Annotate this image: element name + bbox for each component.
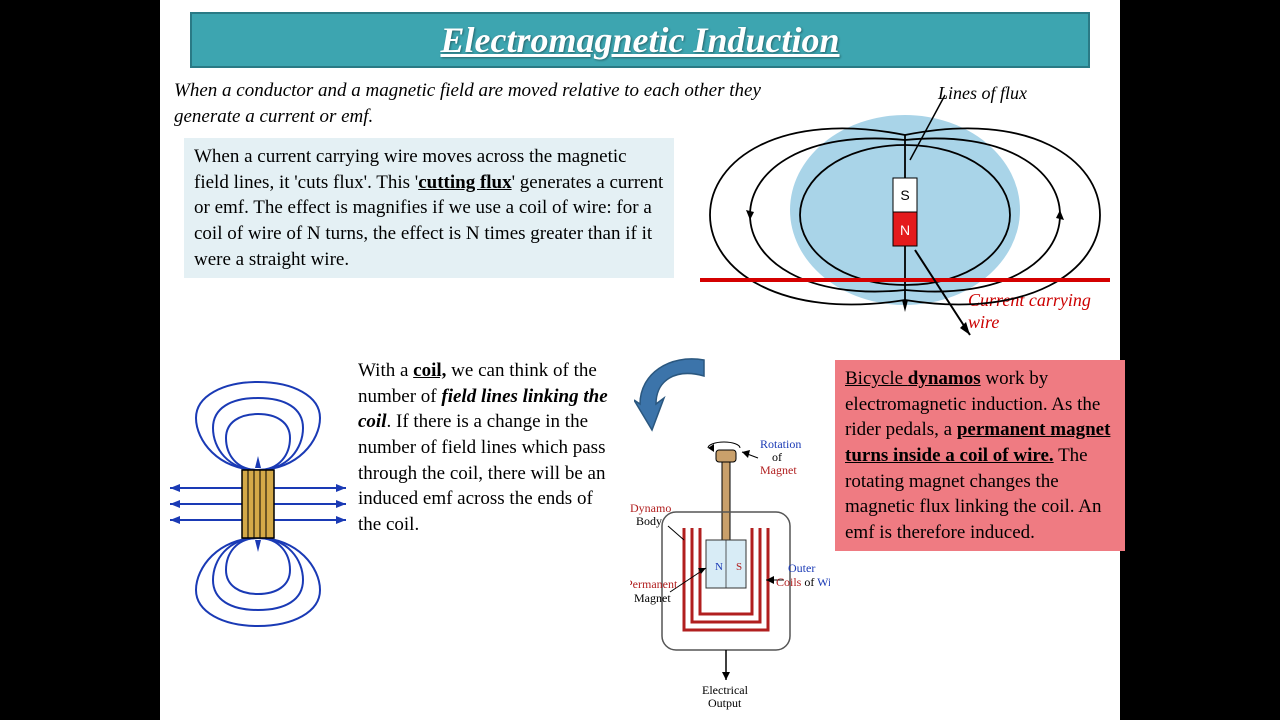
svg-text:Electrical: Electrical <box>702 683 749 697</box>
svg-text:Magnet: Magnet <box>634 591 671 605</box>
dynamo-box: Bicycle dynamos work by electromagnetic … <box>835 360 1125 551</box>
arrow-icon <box>634 352 724 442</box>
magnet-field-diagram: S N <box>700 90 1110 350</box>
emph-dynamos: dynamos <box>908 368 981 389</box>
svg-text:Magnet: Magnet <box>760 463 797 477</box>
emph-coil: coil, <box>413 360 446 381</box>
slide: Electromagnetic Induction When a conduct… <box>160 0 1120 720</box>
t: With a <box>358 360 413 381</box>
svg-text:Coils of Wire: Coils of Wire <box>776 575 830 589</box>
svg-text:Permanent: Permanent <box>630 577 678 591</box>
svg-text:S: S <box>900 187 909 203</box>
svg-text:Body: Body <box>636 514 662 528</box>
svg-text:N: N <box>900 222 910 238</box>
svg-text:of: of <box>772 450 782 464</box>
svg-text:S: S <box>736 561 742 573</box>
coil-field-diagram <box>168 370 348 630</box>
svg-text:N: N <box>715 561 723 573</box>
emph-cutting-flux: cutting flux <box>418 172 511 193</box>
coil-text: With a coil, we can think of the number … <box>358 358 618 537</box>
svg-text:Rotation: Rotation <box>760 437 801 451</box>
page-title: Electromagnetic Induction <box>190 12 1090 68</box>
dynamo-diagram: N S Rotation of Magnet Dynamo Body Perma… <box>630 430 830 710</box>
svg-text:Dynamo: Dynamo <box>630 501 671 515</box>
t: Bicycle <box>845 368 908 389</box>
svg-text:Output: Output <box>708 696 742 710</box>
t: . If there is a change in the number of … <box>358 411 605 535</box>
svg-text:Outer: Outer <box>788 561 815 575</box>
cutting-flux-box: When a current carrying wire moves acros… <box>184 138 674 278</box>
